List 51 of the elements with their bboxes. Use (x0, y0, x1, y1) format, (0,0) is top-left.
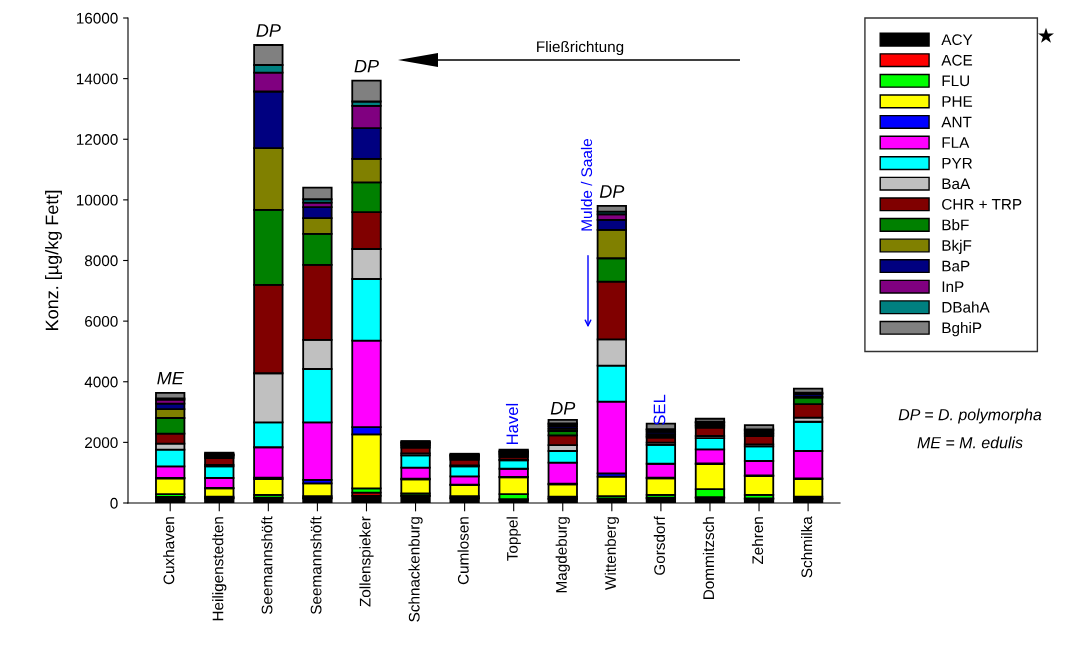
y-tick-label: 2000 (85, 437, 118, 449)
x-tick-label: Seemannshöft (261, 516, 273, 615)
x-tick-label: Zehren (751, 517, 764, 565)
x-tick-label: Gorsdorf (653, 516, 665, 575)
legend-label: PYR (942, 157, 973, 169)
x-tick-label: Dommitzsch (702, 517, 715, 599)
legend-label: BkjF (942, 239, 972, 254)
y-tick-label: 10000 (76, 194, 118, 206)
annotation: Fließrichtung (537, 40, 624, 56)
y-tick-label: 6000 (85, 315, 118, 327)
annotation: DP (354, 59, 379, 73)
legend-label: InP (942, 281, 964, 292)
x-tick-label: Schmilka (800, 516, 813, 578)
x-tick-label: Toppel (506, 517, 521, 561)
x-tick-label: Zollenspieker (359, 516, 374, 607)
y-tick-label: 16000 (76, 12, 118, 24)
legend-label: BghiP (942, 322, 982, 337)
legend-label: BaP (942, 260, 970, 272)
x-tick-label: Wittenberg (604, 517, 619, 590)
legend-label: DBahA (942, 301, 990, 313)
legend-label: PHE (942, 96, 973, 107)
text: DP = D. polymorpha (898, 408, 1042, 424)
x-tick-label: Heiligenstedten (212, 517, 227, 621)
x-tick-label: Magdeburg (555, 517, 570, 593)
text: ME = M. edulis (917, 436, 1023, 449)
x-tick-label: Schnackenburg (408, 517, 423, 622)
x-tick-label: Seemannshöft (310, 516, 322, 615)
legend-label: CHR + TRP (942, 198, 1022, 210)
y-tick-label: 8000 (84, 255, 118, 267)
annotation: SEL (653, 394, 666, 425)
annotation: ME (157, 371, 184, 385)
annotation: DP (599, 185, 625, 198)
annotation: DP (550, 401, 576, 415)
y-axis-title: Konz. [µg/kg Fett] (45, 190, 62, 330)
legend-label: ANT (941, 116, 972, 128)
x-tick-label: Cuxhaven (163, 517, 175, 585)
annotation: Havel (505, 403, 519, 445)
text: ★ (1038, 27, 1054, 43)
y-tick-label: 4000 (84, 376, 118, 388)
legend-label: BaA (942, 178, 971, 190)
y-tick-label: 0 (110, 497, 118, 509)
y-tick-label: 14000 (76, 73, 118, 85)
x-tick-label: Cumlosen (457, 517, 469, 585)
annotation: DP (256, 24, 281, 37)
legend-label: ACE (941, 54, 973, 66)
y-tick-label: 12000 (76, 134, 118, 145)
legend-label: FLA (942, 137, 970, 148)
legend-label: ACY (941, 34, 973, 46)
legend-label: BbF (942, 219, 969, 231)
annotation: Mulde / Saale (580, 138, 593, 231)
legend-label: FLU (942, 75, 969, 87)
